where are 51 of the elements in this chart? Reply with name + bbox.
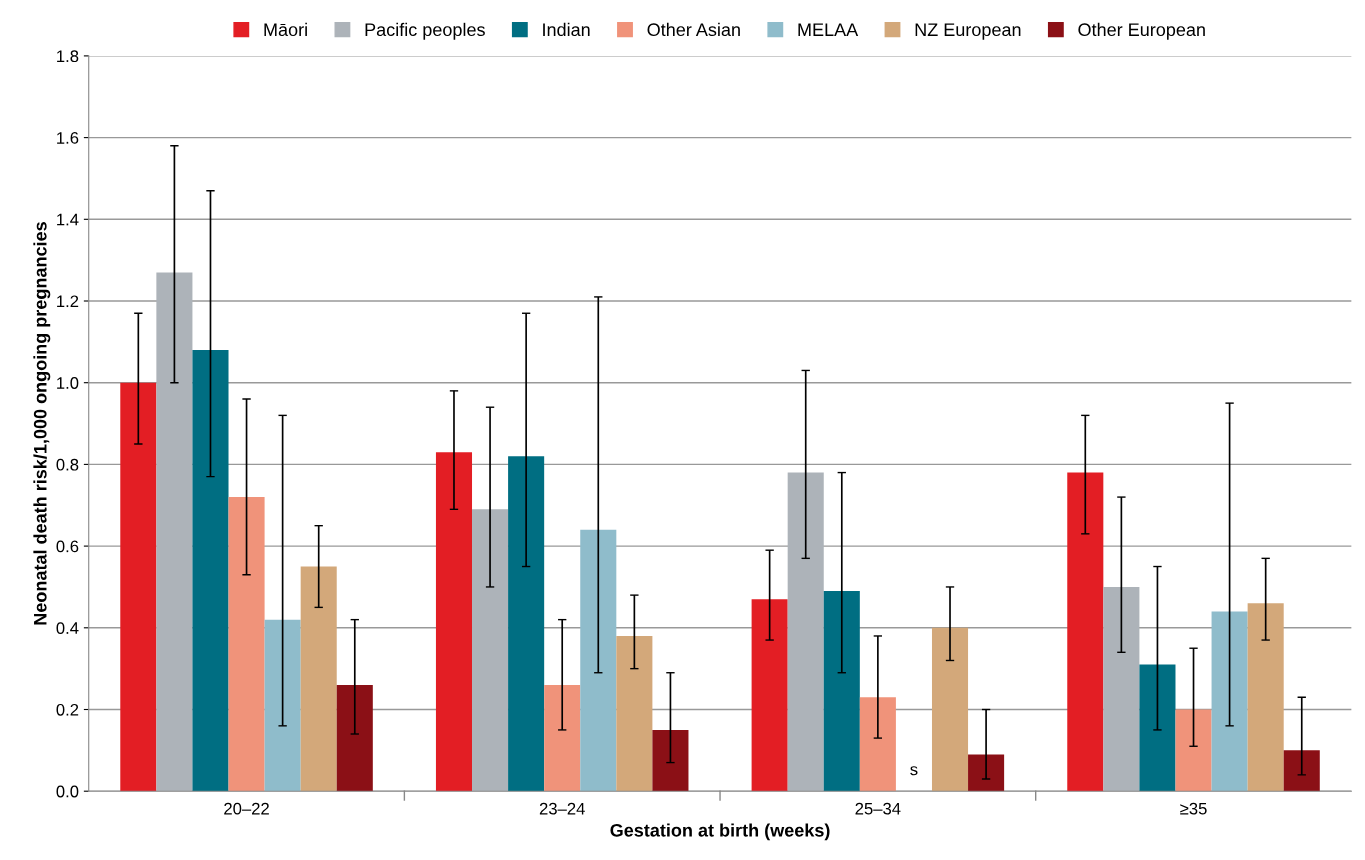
x-tick-label: 20–22 (224, 802, 269, 815)
legend-label: Other European (1078, 22, 1205, 40)
bar (616, 635, 653, 792)
bar (1139, 664, 1176, 792)
legend-label: Māori (264, 22, 307, 37)
bar (580, 529, 617, 792)
bar (228, 497, 265, 792)
x-tick-label: 25–34 (855, 802, 901, 815)
y-tick-label: 0.2 (56, 703, 79, 716)
bar (336, 684, 373, 792)
legend-label: Other Asian (647, 22, 740, 37)
bar (192, 350, 229, 792)
bar (1211, 611, 1248, 792)
bar (1067, 472, 1104, 792)
legend-label: MELAA (798, 23, 859, 36)
bar (823, 591, 860, 792)
bar (968, 754, 1005, 792)
bar (931, 627, 969, 792)
y-tick-label: 1.4 (57, 213, 79, 226)
bar (300, 566, 337, 792)
x-axis-title: Gestation at birth (weeks) (610, 823, 830, 841)
annotation: s (910, 766, 918, 776)
bar (472, 509, 509, 792)
bar (1175, 709, 1212, 792)
bar (544, 684, 581, 792)
y-tick-label: 1.0 (57, 377, 79, 389)
x-tick-label: 23–24 (539, 802, 585, 815)
y-tick-label: 0.4 (56, 622, 79, 634)
bar (859, 697, 896, 792)
y-axis-title: Neonatal death risk/1,000 ongoing pregnancies (33, 222, 51, 625)
bar (1103, 586, 1140, 792)
y-tick-label: 0.6 (56, 540, 79, 553)
legend-label: Pacific peoples (365, 22, 485, 40)
bar (508, 456, 545, 792)
y-tick-label: 0.8 (56, 458, 79, 471)
bar (156, 272, 193, 792)
bar (435, 452, 473, 792)
legend-label: NZ European (915, 23, 1021, 40)
x-tick-label: ≥35 (1180, 802, 1207, 815)
y-tick-label: 1.2 (57, 295, 79, 308)
bar (751, 599, 788, 792)
bar (652, 729, 689, 792)
bar (1283, 750, 1320, 792)
y-tick-label: 1.8 (57, 50, 79, 63)
bar (120, 382, 157, 792)
bar (1247, 603, 1284, 792)
bar (264, 619, 301, 792)
y-tick-label: 0.0 (56, 785, 79, 798)
y-tick-label: 1.6 (57, 132, 79, 144)
bar (787, 472, 824, 792)
legend-label: Indian (543, 22, 590, 37)
